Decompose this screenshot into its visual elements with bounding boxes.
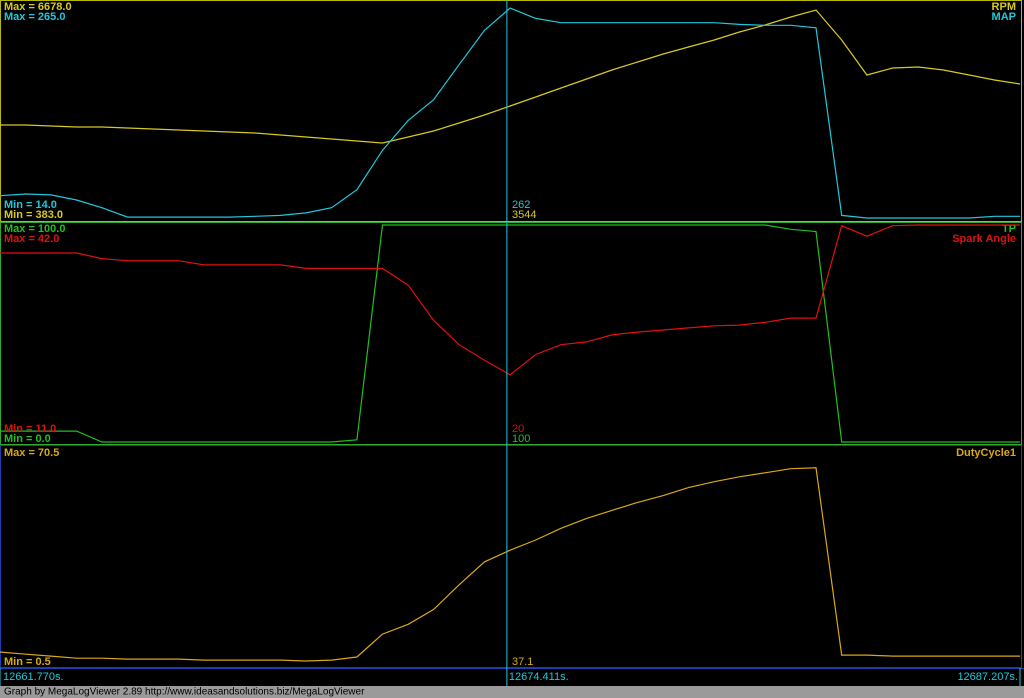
max-label: Max = 42.0: [4, 233, 59, 245]
cursor-value: 20: [512, 423, 524, 435]
x-tick-label: 12687.207s.: [957, 671, 1018, 683]
cursor-value: 37.1: [512, 656, 533, 668]
series-line: [0, 224, 1021, 443]
max-label: Max = 70.5: [4, 447, 59, 459]
panel-frame: [0, 445, 1022, 668]
min-label: Min = 11.0: [4, 423, 56, 435]
x-tick-label: 12674.411s.: [509, 671, 569, 683]
legend-entry: RPM: [992, 1, 1016, 13]
cursor-value: 262: [512, 199, 530, 211]
min-label: Min = 383.0: [4, 209, 63, 221]
min-label: Min = 14.0: [4, 199, 57, 211]
legend-entry: MAP: [992, 11, 1016, 23]
max-label: Max = 265.0: [4, 11, 65, 23]
max-label: Max = 100.0: [4, 223, 65, 235]
max-label: Max = 6678.0: [4, 1, 72, 13]
cursor-value: 3544: [512, 209, 536, 221]
legend-entry: Spark Angle: [952, 233, 1016, 245]
series-line: [0, 7, 1021, 219]
panel-frame: [0, 0, 1022, 222]
series-line: [0, 467, 1021, 662]
series-line: [0, 9, 1021, 144]
min-label: Min = 0.5: [4, 656, 51, 668]
legend-entry: TP: [1002, 223, 1016, 235]
footer-bar: [0, 686, 1024, 698]
x-tick-label: 12661.770s.: [3, 671, 64, 683]
min-label: Min = 0.0: [4, 433, 51, 445]
footer-text: Graph by MegaLogViewer 2.89 http://www.i…: [4, 687, 365, 698]
cursor-value: 100: [512, 433, 530, 445]
series-line: [0, 224, 1021, 376]
legend-entry: DutyCycle1: [956, 447, 1016, 459]
panel-frame: [0, 222, 1022, 445]
